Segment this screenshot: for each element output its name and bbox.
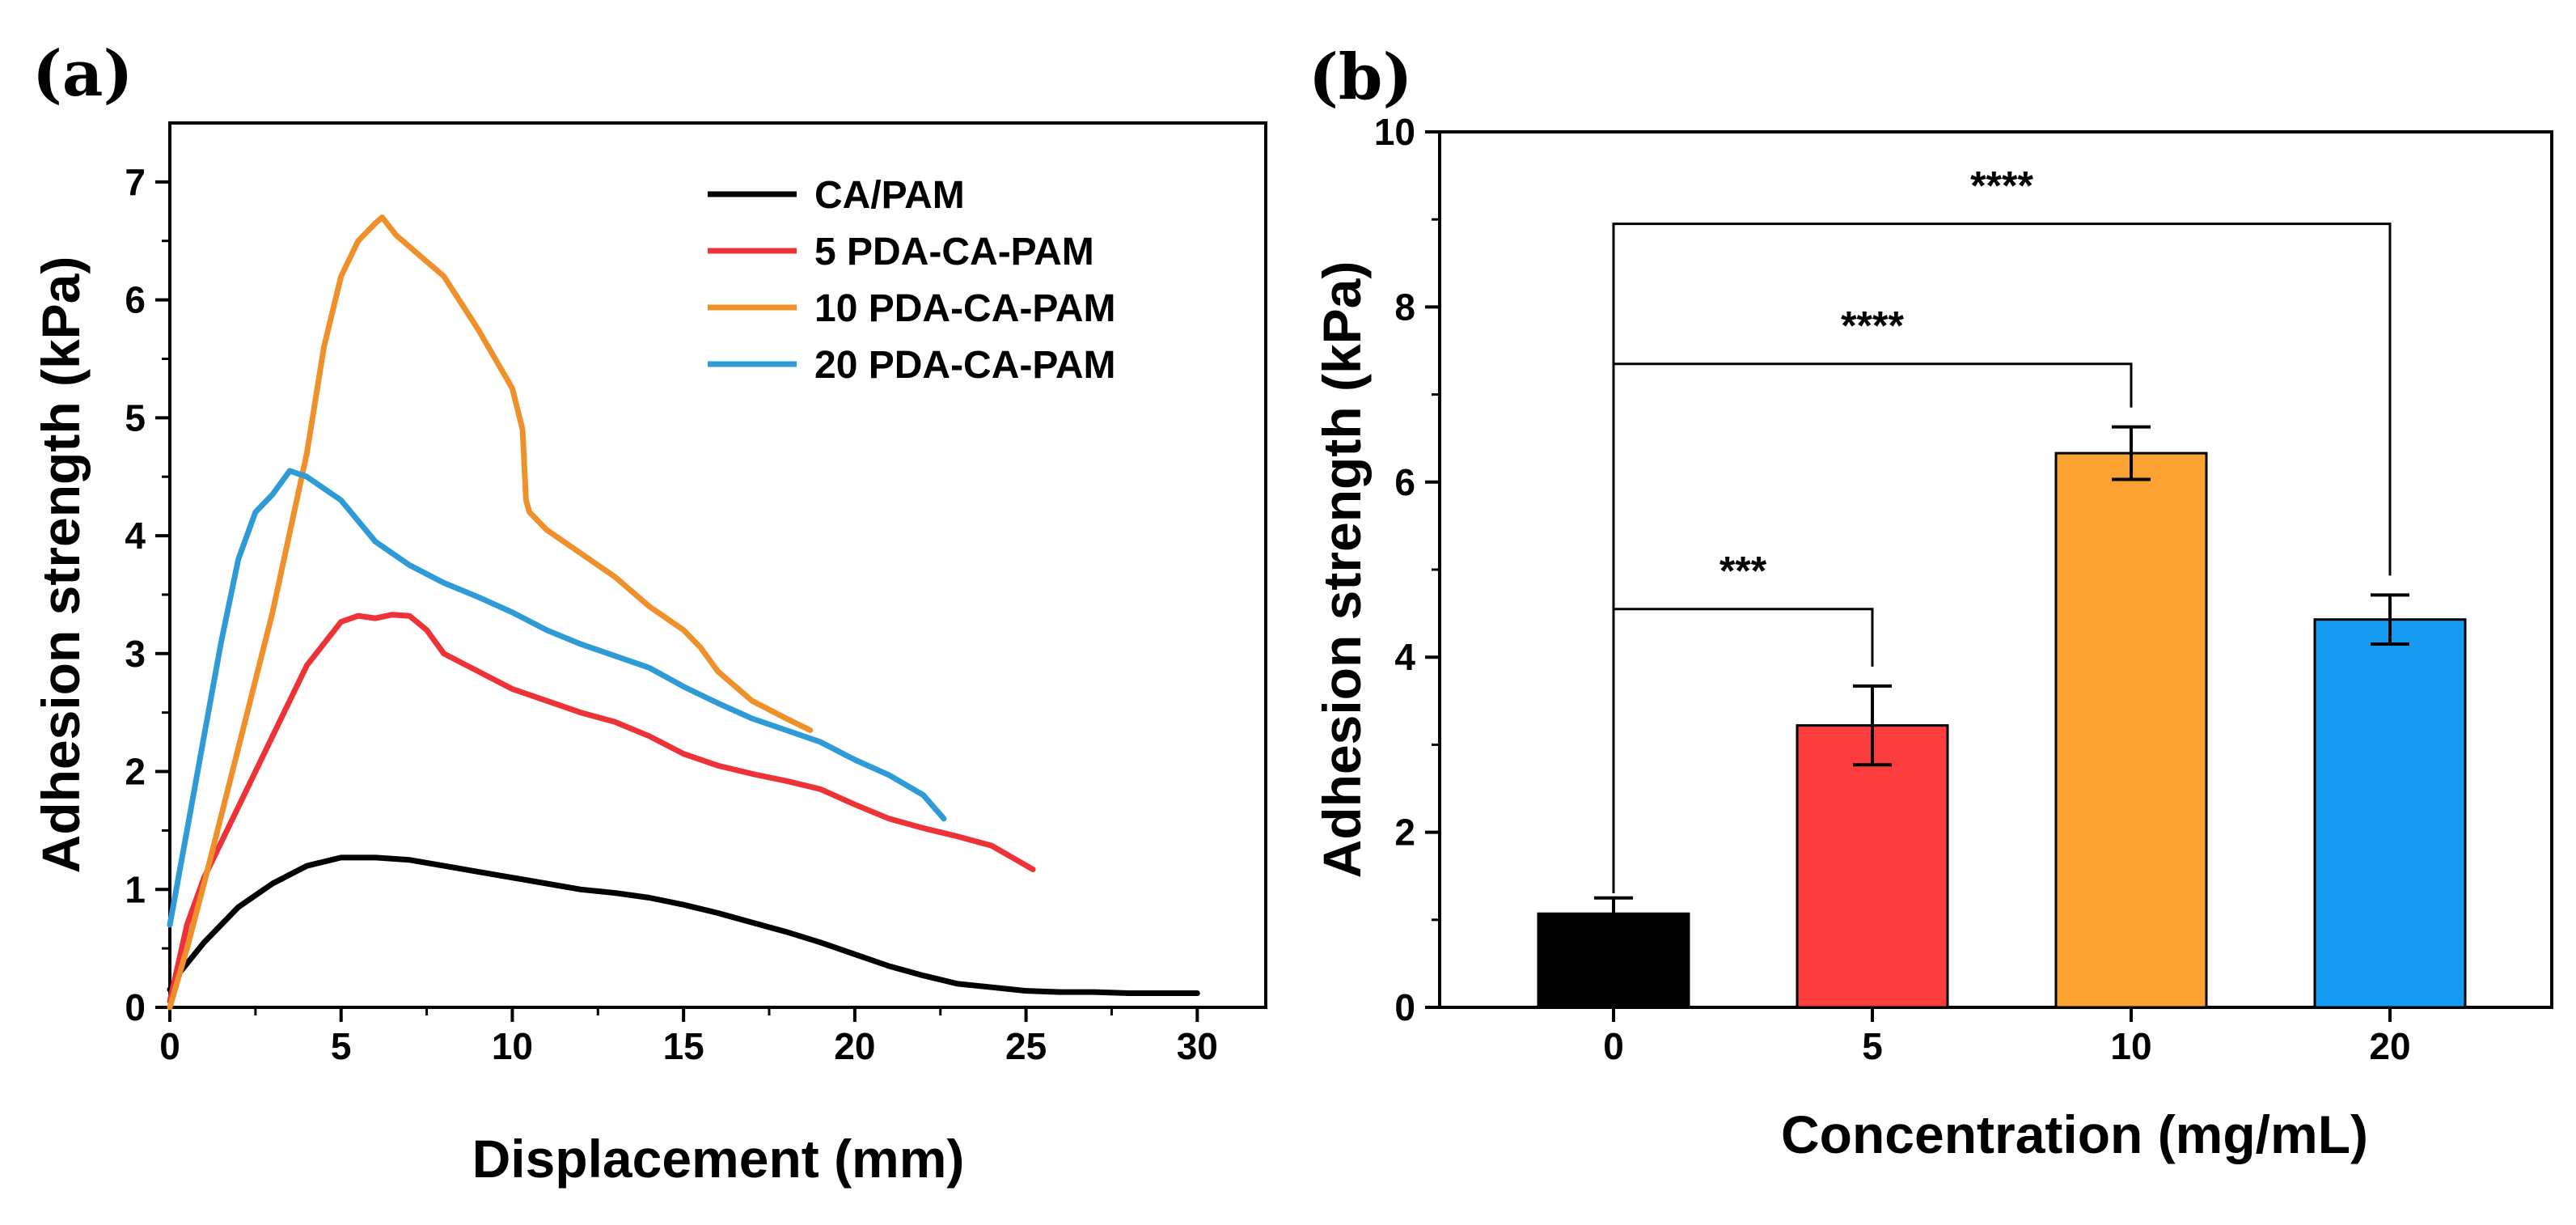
panel-a-label: (a) bbox=[32, 37, 133, 111]
panel-b-label: (b) bbox=[1309, 40, 1412, 114]
y-tick-label-a: 4 bbox=[125, 515, 146, 557]
x-tick-label-a: 25 bbox=[1005, 1025, 1047, 1067]
legend-label: 5 PDA-CA-PAM bbox=[814, 231, 1094, 273]
x-tick-label-b: 5 bbox=[1862, 1025, 1883, 1067]
legend-label: CA/PAM bbox=[814, 174, 965, 217]
bar-10 bbox=[2054, 451, 2208, 1009]
x-tick-label-b: 0 bbox=[1603, 1025, 1624, 1067]
series-line-20-pda-ca-pam bbox=[167, 468, 947, 928]
y-tick-label-a: 7 bbox=[125, 161, 146, 203]
bar-20 bbox=[2313, 618, 2467, 1009]
series-line-ca-pam bbox=[167, 854, 1200, 996]
legend-label: 10 PDA-CA-PAM bbox=[814, 287, 1115, 330]
significance-label: *** bbox=[1719, 549, 1767, 594]
series-line-10-pda-ca-pam bbox=[167, 214, 814, 1011]
y-axis-title-a: Adhesion strength (kPa) bbox=[31, 256, 91, 874]
y-tick-label-b: 0 bbox=[1394, 986, 1415, 1028]
significance-bracket bbox=[1612, 223, 2392, 893]
significance-label: **** bbox=[1970, 163, 2033, 209]
y-tick-label-b: 10 bbox=[1374, 111, 1415, 153]
significance-label: **** bbox=[1841, 303, 1904, 349]
panel-a-line-chart: 0 5 10 15 20 25 30 0 1 2 3 4 5 6 7 CA/PAM 5 PDA-CA-PAM 1… bbox=[31, 121, 1267, 1189]
x-tick-label-a: 30 bbox=[1177, 1025, 1218, 1067]
y-tick-label-a: 5 bbox=[125, 396, 146, 439]
y-tick-label-a: 6 bbox=[125, 279, 146, 321]
legend-label: 20 PDA-CA-PAM bbox=[814, 344, 1115, 387]
y-axis-title-b: Adhesion strength (kPa) bbox=[1312, 261, 1372, 879]
y-tick-label-a: 1 bbox=[125, 868, 146, 910]
x-tick-label-a: 15 bbox=[663, 1025, 704, 1067]
y-tick-label-b: 4 bbox=[1394, 636, 1415, 678]
x-tick-label-b: 10 bbox=[2110, 1025, 2151, 1067]
plot-a-frame bbox=[168, 121, 1267, 1009]
x-tick-label-a: 5 bbox=[331, 1025, 352, 1067]
x-tick-label-a: 10 bbox=[492, 1025, 533, 1067]
y-tick-label-b: 2 bbox=[1394, 812, 1415, 854]
x-tick-label-b: 20 bbox=[2369, 1025, 2410, 1067]
x-axis-title-a: Displacement (mm) bbox=[472, 1129, 965, 1189]
y-tick-label-a: 3 bbox=[125, 633, 146, 675]
series-line-5-pda-ca-pam bbox=[167, 612, 1036, 1005]
bar-5 bbox=[1796, 724, 1949, 1009]
y-tick-label-a: 2 bbox=[125, 751, 146, 793]
y-tick-label-a: 0 bbox=[125, 986, 146, 1028]
x-tick-label-a: 20 bbox=[834, 1025, 875, 1067]
x-tick-label-a: 0 bbox=[159, 1025, 180, 1067]
y-tick-label-b: 6 bbox=[1394, 461, 1415, 503]
y-tick-label-b: 8 bbox=[1394, 286, 1415, 328]
x-axis-title-b: Concentration (mg/mL) bbox=[1781, 1104, 2368, 1164]
